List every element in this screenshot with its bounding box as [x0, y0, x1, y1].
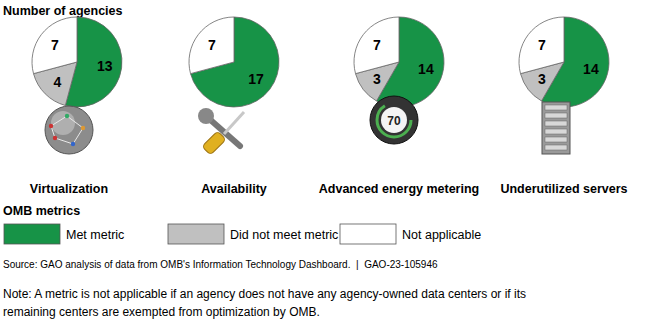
globe-icon [45, 106, 93, 154]
legend-label: Did not meet metric [230, 228, 338, 242]
server-slot [545, 121, 567, 126]
server-slot [545, 137, 567, 142]
server-slot [545, 113, 567, 118]
wrench-head [198, 108, 214, 124]
globe-node [71, 142, 75, 146]
server-icon [542, 102, 570, 154]
pie-chart: 14 3 7 [519, 17, 609, 154]
data-label: 17 [248, 71, 264, 87]
pie-slice [354, 17, 399, 74]
pie-chart: 13 4 7 [32, 17, 122, 154]
header: Number of agencies [3, 4, 123, 18]
data-label: 7 [373, 37, 381, 53]
pie-slice [189, 17, 234, 74]
meter-ring [377, 103, 411, 137]
meter-label: 70 [387, 114, 401, 128]
data-label: 7 [51, 37, 59, 53]
globe-network [51, 116, 83, 144]
legend-label: Not applicable [402, 228, 481, 242]
data-label: 14 [418, 61, 434, 77]
pie-slice [32, 17, 77, 74]
legend-swatch [340, 224, 396, 244]
legend-swatch [4, 224, 60, 244]
data-label: 14 [583, 61, 599, 77]
legend-swatch [168, 224, 224, 244]
figure: Number of agencies 13 4 7 Virtualization 17 7 A… [0, 0, 650, 332]
chart-title: Virtualization [30, 182, 108, 196]
screwdriver-shaft [224, 112, 244, 134]
chart-title: Underutilized servers [500, 182, 627, 196]
legend-label: Met metric [66, 228, 124, 242]
data-label: 7 [538, 37, 546, 53]
note: Note: A metric is not applicable if an a… [3, 287, 526, 301]
data-label: 3 [538, 71, 546, 87]
data-label: 13 [97, 58, 113, 74]
globe-node [81, 126, 85, 130]
data-label: 3 [373, 71, 381, 87]
globe-node [53, 136, 57, 140]
meter-icon [370, 96, 418, 144]
data-label: 4 [53, 74, 61, 90]
data-label: 7 [208, 37, 216, 53]
source: Source: GAO analysis of data from OMB's … [3, 259, 438, 270]
server-slot [545, 105, 567, 110]
pie-chart: 17 7 [189, 17, 279, 155]
pie-slice [519, 17, 564, 74]
screwdriver-handle [202, 131, 226, 155]
globe-node [65, 114, 69, 118]
chart-title: Availability [201, 182, 267, 196]
meter-face [381, 107, 407, 133]
globe-node [49, 124, 53, 128]
legend-title: OMB metrics [3, 204, 80, 218]
note: remaining centers are exempted from opti… [3, 305, 320, 319]
server-slot [545, 129, 567, 134]
pie-chart: 14 3 7 70 [354, 17, 444, 144]
server-slot [545, 145, 567, 150]
globe-highlight [51, 111, 75, 135]
chart-title: Advanced energy metering [319, 182, 479, 196]
